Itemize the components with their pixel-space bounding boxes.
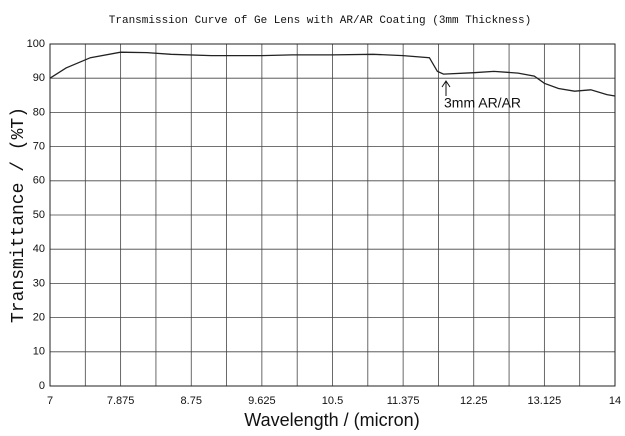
x-tick-label: 8.75 bbox=[181, 395, 202, 407]
x-axis-label: Wavelength / (micron) bbox=[244, 410, 419, 430]
y-axis-label: Transmittance / (%T) bbox=[9, 107, 29, 323]
y-tick-label: 90 bbox=[33, 72, 45, 84]
annotation-arrowhead bbox=[441, 80, 451, 88]
annotation: 3mm AR/AR bbox=[444, 95, 521, 111]
x-tick-label: 11.375 bbox=[387, 395, 420, 407]
y-tick-label: 70 bbox=[33, 141, 45, 153]
plot-frame bbox=[49, 43, 616, 387]
y-tick-label: 50 bbox=[33, 209, 45, 221]
x-tick-label: 7 bbox=[47, 395, 53, 407]
y-tick-label: 30 bbox=[33, 277, 45, 289]
x-tick-label: 12.25 bbox=[460, 395, 488, 407]
y-tick-label: 40 bbox=[33, 243, 45, 255]
data-line bbox=[49, 51, 616, 97]
y-tick-label: 100 bbox=[27, 38, 45, 50]
x-tick-label: 10.5 bbox=[322, 395, 343, 407]
y-tick-label: 0 bbox=[39, 380, 45, 392]
x-tick-label: 7.875 bbox=[107, 395, 135, 407]
y-tick-label: 20 bbox=[33, 312, 45, 324]
x-tick-label: 13.125 bbox=[528, 395, 562, 407]
y-tick-label: 10 bbox=[33, 346, 45, 358]
y-tick-label: 60 bbox=[33, 175, 45, 187]
x-tick-label: 9.625 bbox=[248, 395, 276, 407]
y-tick-label: 80 bbox=[33, 106, 45, 118]
chart-title: Transmission Curve of Ge Lens with AR/AR… bbox=[109, 15, 531, 27]
x-tick-label: 14 bbox=[609, 395, 621, 407]
